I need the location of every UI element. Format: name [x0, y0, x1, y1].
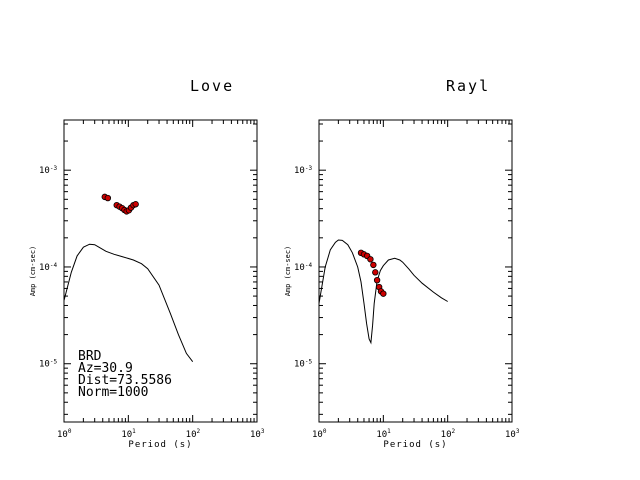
y-tick-label: 10-4 — [294, 262, 312, 273]
y-tick-base: 10 — [39, 166, 50, 176]
y-tick-exp: -5 — [50, 359, 58, 366]
x-tick-label: 100 — [312, 428, 327, 440]
station-info: BRD Az=30.9 Dist=73.5586 Norm=1000 — [78, 349, 172, 400]
x-tick-base: 10 — [505, 430, 516, 440]
x-tick-label: 101 — [121, 428, 136, 440]
y-tick-label: 10-5 — [294, 359, 312, 370]
norm-label: Norm=1000 — [78, 385, 148, 400]
data-point — [380, 290, 387, 297]
x-tick-base: 10 — [57, 430, 68, 440]
y-tick-exp: -5 — [305, 359, 313, 366]
y-tick-label: 10-3 — [39, 165, 57, 176]
x-tick-label: 102 — [186, 428, 201, 440]
data-point — [373, 276, 381, 284]
x-tick-label: 100 — [57, 428, 72, 440]
x-tick-base: 10 — [376, 430, 387, 440]
y-tick-exp: -4 — [50, 262, 58, 269]
y-tick-label: 10-4 — [39, 262, 57, 273]
y-tick-base: 10 — [39, 360, 50, 370]
x-tick-label: 103 — [505, 428, 520, 440]
data-point — [370, 261, 377, 269]
y-axis-label: Amp (cm-sec) — [29, 246, 37, 297]
x-tick-base: 10 — [312, 430, 323, 440]
data-point — [104, 194, 112, 202]
x-tick-exp: 0 — [68, 428, 72, 435]
y-tick-base: 10 — [39, 263, 50, 273]
y-tick-base: 10 — [294, 166, 305, 176]
x-tick-base: 10 — [186, 430, 197, 440]
distance-label: Dist=73.5586 — [78, 373, 172, 388]
data-point — [367, 256, 374, 263]
x-tick-base: 10 — [441, 430, 452, 440]
x-tick-exp: 3 — [261, 428, 265, 435]
station-code: BRD — [78, 349, 102, 364]
y-tick-exp: -3 — [305, 165, 313, 172]
data-point — [372, 269, 379, 276]
y-tick-base: 10 — [294, 360, 305, 370]
y-tick-exp: -4 — [305, 262, 313, 269]
x-tick-exp: 1 — [387, 428, 391, 435]
x-tick-label: 102 — [441, 428, 456, 440]
data-point — [132, 201, 139, 208]
y-tick-base: 10 — [294, 263, 305, 273]
y-tick-label: 10-5 — [39, 359, 57, 370]
x-tick-exp: 3 — [516, 428, 520, 435]
x-tick-label: 101 — [376, 428, 391, 440]
x-tick-base: 10 — [121, 430, 132, 440]
x-tick-exp: 0 — [323, 428, 327, 435]
y-tick-label: 10-3 — [294, 165, 312, 176]
azimuth-label: Az=30.9 — [78, 361, 133, 376]
panel-title: Rayl — [446, 77, 490, 95]
plot-frame — [318, 119, 513, 423]
x-tick-exp: 2 — [452, 428, 456, 435]
model-curve — [63, 243, 194, 363]
panel-title: Love — [190, 77, 234, 95]
y-axis-label: Amp (cm-sec) — [284, 246, 292, 297]
x-tick-base: 10 — [250, 430, 261, 440]
x-axis-label: Period (s) — [128, 440, 192, 450]
model-curve — [318, 239, 448, 345]
x-tick-exp: 1 — [132, 428, 136, 435]
x-axis-label: Period (s) — [383, 440, 447, 450]
x-tick-exp: 2 — [197, 428, 201, 435]
x-tick-label: 103 — [250, 428, 265, 440]
y-tick-exp: -3 — [50, 165, 58, 172]
